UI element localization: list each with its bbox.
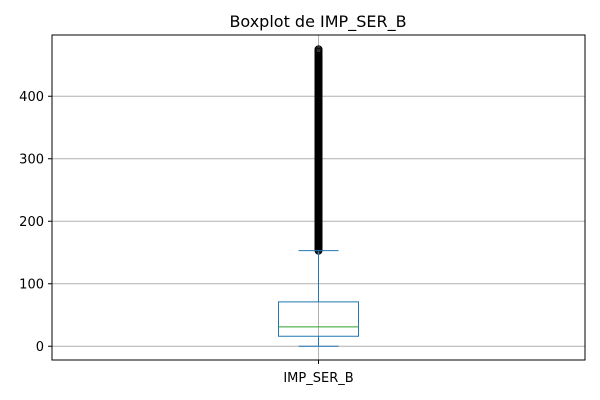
x-tick-label: IMP_SER_B	[283, 371, 353, 386]
outlier-column	[314, 54, 323, 251]
y-tick-label: 0	[36, 340, 44, 355]
outlier-point	[314, 45, 323, 54]
y-tick-label: 400	[19, 90, 44, 105]
y-tick-label: 300	[19, 152, 44, 167]
chart-title: Boxplot de IMP_SER_B	[229, 12, 406, 32]
iqr-box	[278, 301, 359, 337]
y-tick-label: 200	[19, 215, 44, 230]
plot-frame	[51, 34, 586, 361]
plot-area: 0 100 200 300 400 IMP_SER_B	[19, 34, 586, 386]
y-tick-label: 100	[19, 277, 44, 292]
